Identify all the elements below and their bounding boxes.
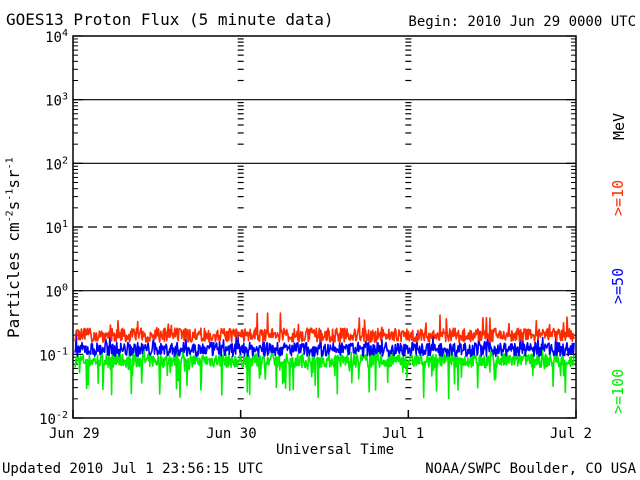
y-tick-label: 10-2 bbox=[39, 410, 68, 428]
updated-time: Updated 2010 Jul 1 23:56:15 UTC bbox=[2, 461, 264, 477]
plot-frame bbox=[72, 35, 577, 419]
x-tick-label: Jul 1 bbox=[382, 426, 424, 442]
y-tick-label: 10-1 bbox=[39, 346, 68, 364]
series-line-ge10 bbox=[74, 312, 575, 344]
legend-series-100mev: >=100 bbox=[609, 368, 627, 414]
y-tick-label: 102 bbox=[45, 155, 68, 173]
x-tick-label: Jun 29 bbox=[49, 426, 100, 442]
legend-series-10mev: >=10 bbox=[609, 179, 627, 216]
y-axis-label: Particles cm-2s-1sr-1 bbox=[4, 157, 23, 338]
x-axis-label: Universal Time bbox=[276, 442, 395, 458]
y-axis-label-text: Particles cm-2s-1sr-1 bbox=[4, 157, 23, 338]
data-source: NOAA/SWPC Boulder, CO USA bbox=[425, 461, 636, 477]
legend-series-50mev: >=50 bbox=[609, 267, 627, 304]
y-tick-label: 104 bbox=[45, 28, 68, 46]
series-line-ge100 bbox=[74, 346, 575, 400]
series-line-ge50 bbox=[74, 329, 575, 358]
y-tick-label: 100 bbox=[45, 283, 68, 301]
chart-title: GOES13 Proton Flux (5 minute data) bbox=[6, 10, 334, 29]
y-tick-label: 103 bbox=[45, 92, 68, 110]
x-tick-label: Jun 30 bbox=[206, 426, 257, 442]
legend-unit: MeV bbox=[610, 112, 628, 140]
x-tick-label: Jul 2 bbox=[550, 426, 592, 442]
y-tick-label: 101 bbox=[45, 219, 68, 237]
begin-time: Begin: 2010 Jun 29 0000 UTC bbox=[408, 14, 636, 30]
